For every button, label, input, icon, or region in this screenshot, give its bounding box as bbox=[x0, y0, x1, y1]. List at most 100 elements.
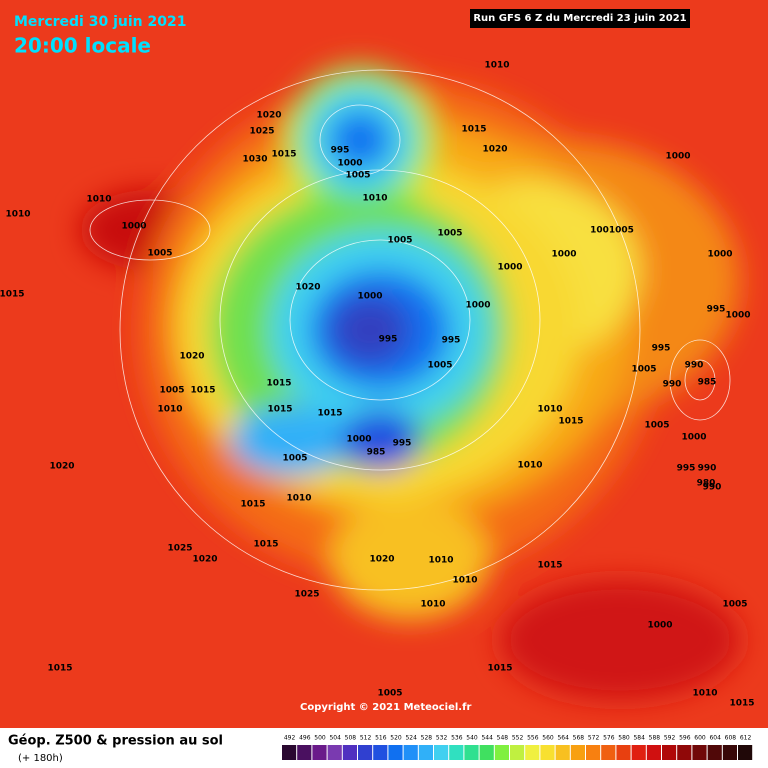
scale-tick-label: 560 bbox=[542, 735, 554, 742]
isobar-label: 1010 bbox=[286, 494, 311, 504]
isobar-label: 1015 bbox=[558, 417, 583, 427]
scale-tick-label: 600 bbox=[694, 735, 706, 742]
legend-title: Géop. Z500 & pression au sol bbox=[8, 734, 223, 749]
scale-swatch bbox=[616, 745, 631, 760]
isobar-label: 1025 bbox=[167, 544, 192, 554]
isobar-label: 1000 bbox=[497, 263, 522, 273]
isobar-label: 1015 bbox=[240, 500, 265, 510]
scale-swatch bbox=[327, 745, 342, 760]
isobar-label: 1000 bbox=[121, 222, 146, 232]
isobar-label: 980 bbox=[697, 479, 716, 489]
isobar-label: 1000 bbox=[551, 250, 576, 260]
isobar-label: 995 bbox=[393, 439, 412, 449]
scale-tick-label: 544 bbox=[481, 735, 493, 742]
isobar-label: 1000 bbox=[357, 292, 382, 302]
isobar-label: 1000 bbox=[707, 250, 732, 260]
isobar-label: 1010 bbox=[517, 461, 542, 471]
scale-tick-label: 552 bbox=[512, 735, 524, 742]
isobar-label: 1005 bbox=[437, 229, 462, 239]
scale-swatch bbox=[570, 745, 585, 760]
valid-date: Mercredi 30 juin 2021 bbox=[14, 14, 186, 30]
scale-tick-label: 596 bbox=[679, 735, 691, 742]
scale-swatch bbox=[282, 745, 297, 760]
scale-swatch bbox=[692, 745, 707, 760]
isobar-label: 1010 bbox=[362, 194, 387, 204]
isobar-label: 1005 bbox=[147, 249, 172, 259]
isobar-label: 985 bbox=[698, 378, 717, 388]
isobar-label: 1000 bbox=[647, 621, 672, 631]
isobar-label: 995 bbox=[379, 335, 398, 345]
scale-tick-label: 524 bbox=[405, 735, 417, 742]
isobar-label: 1000 bbox=[465, 301, 490, 311]
scale-tick-label: 500 bbox=[314, 735, 326, 742]
scale-tick-label: 604 bbox=[709, 735, 721, 742]
isobar-label: 1020 bbox=[179, 352, 204, 362]
scale-swatch bbox=[449, 745, 464, 760]
scale-tick-label: 576 bbox=[603, 735, 615, 742]
scale-tick-label: 572 bbox=[588, 735, 600, 742]
isobar-label: 1005 bbox=[427, 361, 452, 371]
scale-tick-label: 608 bbox=[725, 735, 737, 742]
isobar-label: 1005 bbox=[282, 454, 307, 464]
isobar-label: 1015 bbox=[461, 125, 486, 135]
isobar-label: 1015 bbox=[317, 409, 342, 419]
scale-swatch bbox=[388, 745, 403, 760]
scale-swatch bbox=[540, 745, 555, 760]
scale-swatch bbox=[601, 745, 616, 760]
isobar-label: 1005 bbox=[722, 600, 747, 610]
isobar-label: 1015 bbox=[537, 561, 562, 571]
isobar-label: 1030 bbox=[242, 155, 267, 165]
isobar-label: 1000 bbox=[725, 311, 750, 321]
isobar-label: 990 bbox=[698, 464, 717, 474]
isobar-label: 1005 bbox=[387, 236, 412, 246]
scale-swatch bbox=[662, 745, 677, 760]
isobar-label: 1015 bbox=[0, 290, 25, 300]
isobar-label: 1025 bbox=[249, 127, 274, 137]
isobar-label: 1020 bbox=[482, 145, 507, 155]
scale-swatch bbox=[631, 745, 646, 760]
isobar-label: 1020 bbox=[49, 462, 74, 472]
isobar-label: 1000 bbox=[665, 152, 690, 162]
isobar-label: 1005 bbox=[159, 386, 184, 396]
scale-tick-label: 540 bbox=[466, 735, 478, 742]
scale-tick-label: 548 bbox=[497, 735, 509, 742]
isobar-label: 1015 bbox=[47, 664, 72, 674]
scale-tick-label: 612 bbox=[740, 735, 752, 742]
isobar-label: 990 bbox=[685, 361, 704, 371]
scale-swatch bbox=[525, 745, 540, 760]
isobar-label: 995 bbox=[442, 336, 461, 346]
scale-tick-label: 588 bbox=[649, 735, 661, 742]
isobar-label: 985 bbox=[367, 448, 386, 458]
scale-swatch bbox=[555, 745, 570, 760]
isobar-label: 1015 bbox=[266, 379, 291, 389]
scale-swatch bbox=[464, 745, 479, 760]
scale-tick-label: 496 bbox=[299, 735, 311, 742]
scale-swatch bbox=[342, 745, 357, 760]
scale-swatch bbox=[434, 745, 449, 760]
isobar-label: 1010 bbox=[537, 405, 562, 415]
scale-swatch bbox=[646, 745, 661, 760]
isobar-label: 995 bbox=[677, 464, 696, 474]
isobar-label: 1010 bbox=[157, 405, 182, 415]
isobar-label: 1015 bbox=[487, 664, 512, 674]
scale-tick-label: 508 bbox=[345, 735, 357, 742]
scale-tick-label: 592 bbox=[664, 735, 676, 742]
scale-swatch bbox=[677, 745, 692, 760]
scale-tick-label: 516 bbox=[375, 735, 387, 742]
isobar-label: 1025 bbox=[294, 590, 319, 600]
scale-swatch bbox=[358, 745, 373, 760]
scale-swatch bbox=[373, 745, 388, 760]
scale-tick-label: 568 bbox=[573, 735, 585, 742]
local-time: 20:00 locale bbox=[14, 34, 151, 58]
isobar-label: 1015 bbox=[267, 405, 292, 415]
isobar-label: 1015 bbox=[271, 150, 296, 160]
isobar-label: 1010 bbox=[86, 195, 111, 205]
scale-tick-label: 584 bbox=[633, 735, 645, 742]
isobar-label: 1001005 bbox=[590, 226, 634, 236]
isobar-label: 990 bbox=[703, 483, 722, 493]
isobar-label: 1010 bbox=[420, 600, 445, 610]
isobar-label: 990 bbox=[663, 380, 682, 390]
scale-tick-label: 520 bbox=[390, 735, 402, 742]
scale-tick-label: 536 bbox=[451, 735, 463, 742]
